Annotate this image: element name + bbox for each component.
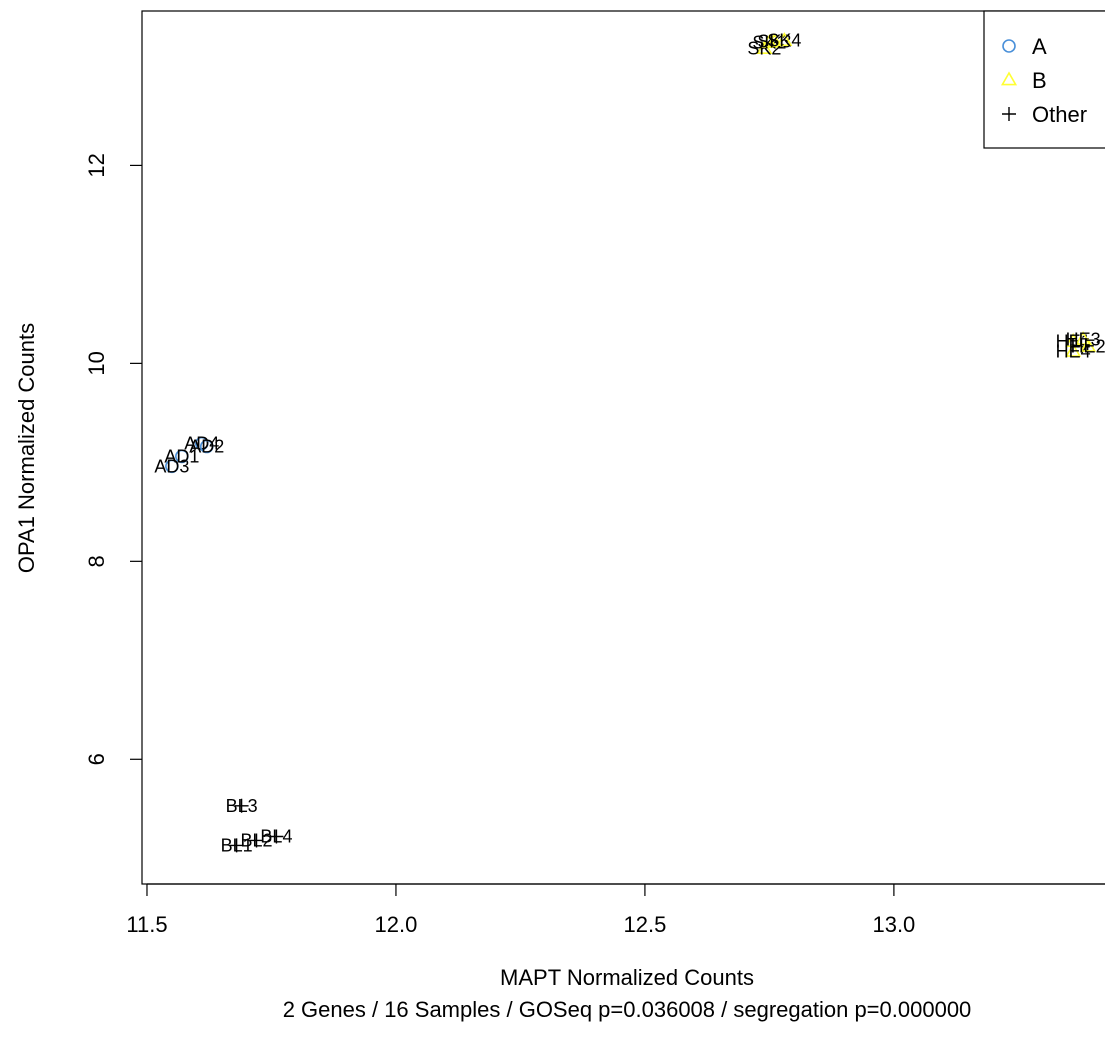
legend-marker (1002, 107, 1016, 121)
point-label: HE4 (1056, 341, 1091, 361)
point-label: BL3 (226, 796, 258, 816)
point-label: BL4 (260, 826, 292, 846)
data-point (761, 34, 778, 49)
y-tick-label: 6 (84, 753, 109, 765)
x-tick-label: 11.5 (126, 912, 167, 937)
x-axis-title: MAPT Normalized Counts (500, 965, 754, 990)
legend: AB Other (983, 10, 1105, 149)
x-tick-label: 13.0 (872, 912, 915, 937)
legend-marker (1000, 71, 1018, 86)
point-label: BL1 (221, 835, 253, 855)
data-point (1075, 331, 1092, 345)
x-tick-label: 12.5 (624, 912, 667, 937)
data-point (199, 439, 214, 454)
legend-marker (1002, 39, 1016, 53)
point-label: SK2 (747, 39, 781, 59)
data-point (269, 829, 284, 844)
chart-subtitle: 2 Genes / 16 Samples / GOSeq p=0.036008 … (283, 997, 972, 1022)
point-label: AD3 (154, 456, 189, 476)
legend-label: Other (1032, 102, 1087, 127)
legend-label: A (1032, 34, 1047, 59)
plot-frame (141, 10, 1105, 885)
point-label: HE1 (1056, 332, 1091, 352)
legend-label: B (1032, 68, 1047, 93)
data-point (1065, 342, 1082, 357)
y-tick-label: 8 (84, 555, 109, 567)
data-point (165, 459, 179, 474)
data-point (766, 33, 783, 48)
data-point (234, 798, 249, 813)
data-points: SK2SK1SK3SK4HE4HE1HE3HE2AD3AD1AD4AD2BL3B… (154, 31, 1105, 856)
point-label: SK4 (767, 31, 801, 51)
point-label: AD2 (189, 437, 224, 457)
y-axis-title: OPA1 Normalized Counts (14, 323, 39, 573)
axes: 11.5 12.0 12.5 13.0 6 8 10 12 (84, 10, 1105, 937)
data-point (1065, 332, 1082, 347)
data-point (175, 449, 189, 464)
point-label: HE2 (1071, 337, 1105, 357)
legend-box (983, 10, 1105, 149)
point-label: AD1 (164, 446, 199, 466)
data-point (1080, 337, 1097, 352)
y-tick-label: 12 (84, 153, 109, 177)
y-tick-label: 10 (84, 351, 109, 375)
data-point (229, 838, 244, 853)
x-tick-label: 12.0 (375, 912, 418, 937)
data-point (249, 833, 264, 848)
data-point (776, 32, 793, 47)
point-label: BL2 (241, 830, 273, 850)
